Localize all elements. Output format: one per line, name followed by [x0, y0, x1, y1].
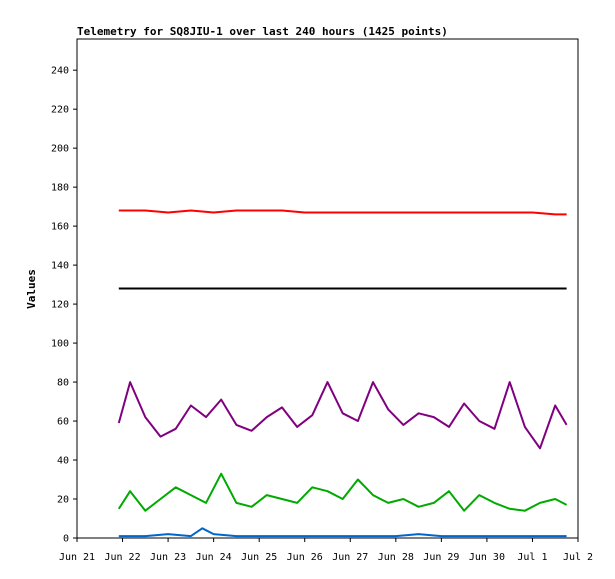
x-tick-label: Jun 23: [150, 552, 186, 563]
y-tick-label: 220: [51, 105, 69, 116]
series-line-3: [117, 381, 568, 450]
x-tick-label: Jul 2: [563, 552, 593, 563]
x-tick-label: Jun 29: [423, 552, 459, 563]
x-tick-label: Jun 26: [287, 552, 323, 563]
y-tick-label: 80: [57, 378, 69, 389]
x-tick-label: Jun 25: [241, 552, 277, 563]
x-tick-label: Jun 28: [378, 552, 414, 563]
y-tick-label: 120: [51, 300, 69, 311]
y-tick-label: 200: [51, 144, 69, 155]
series-layer: [117, 209, 568, 538]
y-tick-label: 40: [57, 456, 69, 467]
y-axis-label: Values: [25, 269, 38, 309]
chart-title: Telemetry for SQ8JIU-1 over last 240 hou…: [77, 25, 448, 38]
series-line-4: [117, 472, 568, 512]
y-tick-label: 240: [51, 66, 69, 77]
y-tick-label: 0: [63, 534, 69, 545]
y-tick-label: 140: [51, 261, 69, 272]
x-tick-label: Jun 21: [59, 552, 95, 563]
plot-frame: [76, 38, 579, 539]
y-tick-label: 20: [57, 495, 69, 506]
y-tick-label: 180: [51, 183, 69, 194]
axis-layer: 0 20 40 60 80 100 120 140 160 180 200 220 240 Jun 21 J…: [51, 66, 593, 563]
series-line-1: [118, 209, 567, 216]
series-line-5: [118, 527, 567, 538]
x-tick-label: Jun 22: [104, 552, 140, 563]
y-tick-label: 160: [51, 222, 69, 233]
x-tick-label: Jun 30: [469, 552, 505, 563]
y-tick-label: 60: [57, 417, 69, 428]
x-tick-label: Jul 1: [517, 552, 547, 563]
x-tick-label: Jun 24: [196, 552, 232, 563]
x-tick-label: Jun 27: [332, 552, 368, 563]
y-tick-label: 100: [51, 339, 69, 350]
